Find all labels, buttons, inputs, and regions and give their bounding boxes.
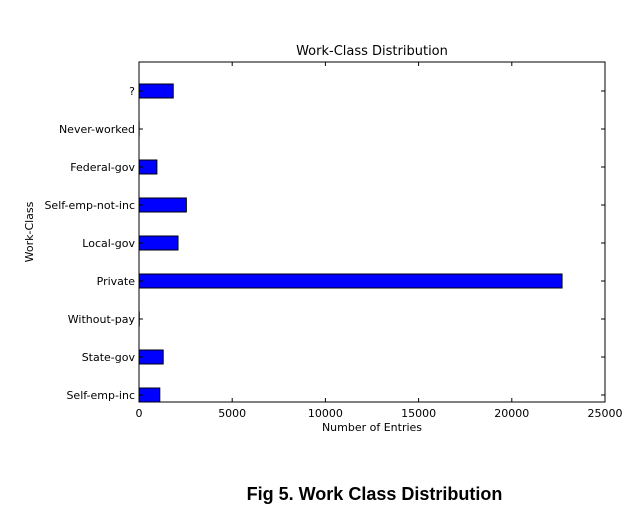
y-axis-title: Work-Class	[23, 201, 36, 262]
bar-local-gov	[138, 235, 179, 251]
y-tick-label: Self-emp-not-inc	[44, 199, 135, 212]
figure-caption: Fig 5. Work Class Distribution	[246, 484, 503, 504]
y-tick-label: Federal-gov	[70, 161, 135, 174]
y-tick-label: Never-worked	[59, 123, 135, 136]
x-axis-title: Number of Entries	[322, 421, 422, 434]
bar-private	[138, 273, 563, 289]
y-tick-label: Self-emp-inc	[66, 389, 135, 402]
x-tick-label: 25000	[588, 407, 623, 420]
x-tick-label: 10000	[308, 407, 343, 420]
bar-	[138, 83, 174, 99]
y-tick-label: Private	[97, 275, 136, 288]
bar-self-emp-not-inc	[138, 197, 187, 213]
x-tick-label: 15000	[401, 407, 436, 420]
x-tick-label: 5000	[218, 407, 246, 420]
y-tick-label: ?	[129, 85, 135, 98]
chart-title: Work-Class Distribution	[296, 44, 448, 59]
y-tick-label: Local-gov	[82, 237, 135, 250]
chart: Work-Class Distribution ? Never-worked Fed…	[23, 44, 623, 434]
plot-area	[138, 61, 606, 403]
y-tick-label: State-gov	[82, 351, 136, 364]
x-tick-label: 20000	[494, 407, 529, 420]
y-tick-label: Without-pay	[68, 313, 136, 326]
x-tick-label: 0	[136, 407, 143, 420]
